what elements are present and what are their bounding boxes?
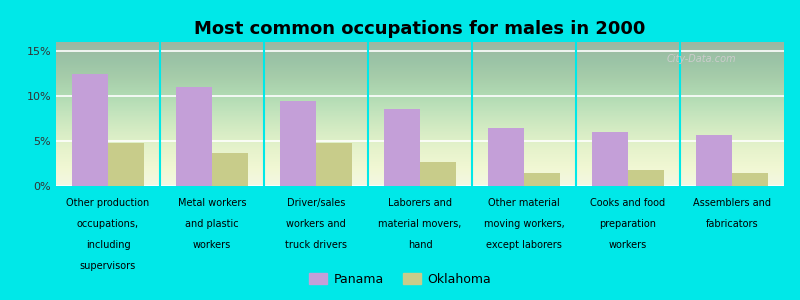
Bar bbox=[72, 74, 108, 186]
Text: hand: hand bbox=[408, 240, 432, 250]
Text: Assemblers and: Assemblers and bbox=[693, 198, 771, 208]
Text: Metal workers: Metal workers bbox=[178, 198, 246, 208]
Text: fabricators: fabricators bbox=[706, 219, 758, 229]
Text: Driver/sales: Driver/sales bbox=[287, 198, 345, 208]
Bar bbox=[488, 128, 524, 186]
Bar bbox=[212, 153, 248, 186]
Bar bbox=[420, 162, 456, 186]
Bar bbox=[524, 173, 560, 186]
Text: and plastic: and plastic bbox=[185, 219, 239, 229]
Bar bbox=[384, 109, 420, 186]
Text: Other production: Other production bbox=[66, 198, 150, 208]
Text: Cooks and food: Cooks and food bbox=[590, 198, 666, 208]
Title: Most common occupations for males in 2000: Most common occupations for males in 200… bbox=[194, 20, 646, 38]
Text: except laborers: except laborers bbox=[486, 240, 562, 250]
Text: Other material: Other material bbox=[488, 198, 560, 208]
Text: workers: workers bbox=[609, 240, 647, 250]
Bar bbox=[176, 87, 212, 186]
Bar bbox=[732, 173, 768, 186]
Bar bbox=[280, 100, 316, 186]
Text: workers and: workers and bbox=[286, 219, 346, 229]
Text: Laborers and: Laborers and bbox=[388, 198, 452, 208]
Text: truck drivers: truck drivers bbox=[285, 240, 347, 250]
Text: including: including bbox=[86, 240, 130, 250]
Text: workers: workers bbox=[193, 240, 231, 250]
Legend: Panama, Oklahoma: Panama, Oklahoma bbox=[304, 268, 496, 291]
Bar bbox=[316, 143, 352, 186]
Text: supervisors: supervisors bbox=[80, 261, 136, 271]
Text: City-Data.com: City-Data.com bbox=[666, 54, 736, 64]
Text: moving workers,: moving workers, bbox=[484, 219, 564, 229]
Bar bbox=[108, 143, 145, 186]
Text: occupations,: occupations, bbox=[77, 219, 139, 229]
Text: material movers,: material movers, bbox=[378, 219, 462, 229]
Bar bbox=[696, 135, 732, 186]
Text: preparation: preparation bbox=[599, 219, 657, 229]
Bar bbox=[592, 132, 628, 186]
Bar bbox=[628, 170, 664, 186]
